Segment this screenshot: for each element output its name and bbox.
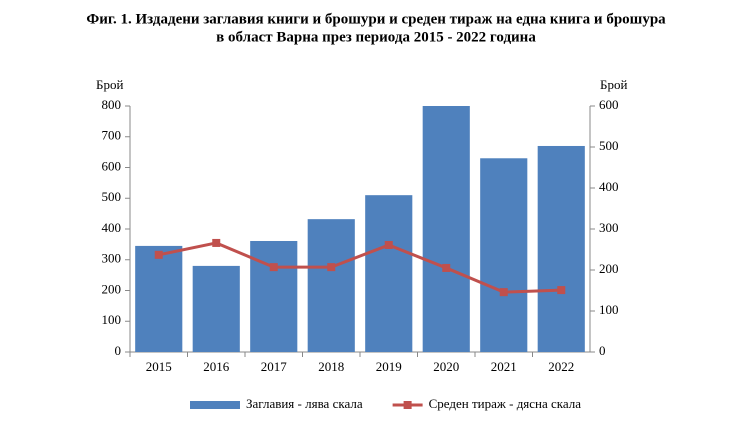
y2-tick-label: 600 (599, 97, 619, 112)
line (158, 241, 562, 294)
y2-tick-label: 200 (599, 261, 619, 276)
y-tick-label: 800 (102, 97, 122, 112)
bar (422, 106, 470, 352)
y-tick-label: 100 (102, 312, 122, 327)
x-tick-label: 2017 (261, 359, 288, 374)
x-tick-label: 2022 (548, 359, 574, 374)
y2-axis-label: Брой (600, 77, 627, 92)
legend-label: Среден тираж - дясна скала (429, 396, 582, 411)
y2-tick-label: 0 (599, 343, 606, 358)
x-tick-label: 2016 (203, 359, 230, 374)
line-marker (442, 263, 451, 272)
x-tick-label: 2018 (318, 359, 344, 374)
y-tick-label: 0 (115, 343, 122, 358)
y-tick-label: 700 (102, 128, 122, 143)
y-tick-label: 200 (102, 281, 122, 296)
bar (307, 219, 355, 352)
x-tick-label: 2015 (146, 359, 172, 374)
y-tick-label: 300 (102, 251, 122, 266)
x-tick-label: 2020 (433, 359, 459, 374)
x-tick-label: 2019 (376, 359, 402, 374)
y-tick-label: 400 (102, 220, 122, 235)
bar (135, 245, 183, 352)
bar (192, 265, 240, 352)
bar (365, 195, 413, 352)
y-axis-label: Брой (96, 77, 123, 92)
bar (250, 240, 298, 352)
y2-tick-label: 400 (599, 179, 619, 194)
legend-swatch (190, 401, 240, 409)
bar (537, 145, 585, 352)
y2-tick-label: 100 (599, 302, 619, 317)
line-marker (212, 238, 221, 247)
legend-label: Заглавия - лява скала (246, 396, 363, 411)
x-tick-label: 2021 (491, 359, 517, 374)
line-marker (384, 240, 393, 249)
chart-title: в област Варна през периода 2015 - 2022 … (216, 29, 536, 45)
y-tick-label: 500 (102, 189, 122, 204)
line-marker (557, 286, 566, 295)
line-marker (269, 263, 278, 272)
legend-swatch (403, 401, 412, 409)
chart-title: Фиг. 1. Издадени заглавия книги и брошур… (86, 11, 666, 27)
bar (480, 158, 528, 352)
y2-tick-label: 300 (599, 220, 619, 235)
line-marker (154, 250, 163, 259)
line-marker (499, 288, 508, 297)
line-marker (327, 263, 336, 272)
y2-tick-label: 500 (599, 138, 619, 153)
y-tick-label: 600 (102, 158, 122, 173)
